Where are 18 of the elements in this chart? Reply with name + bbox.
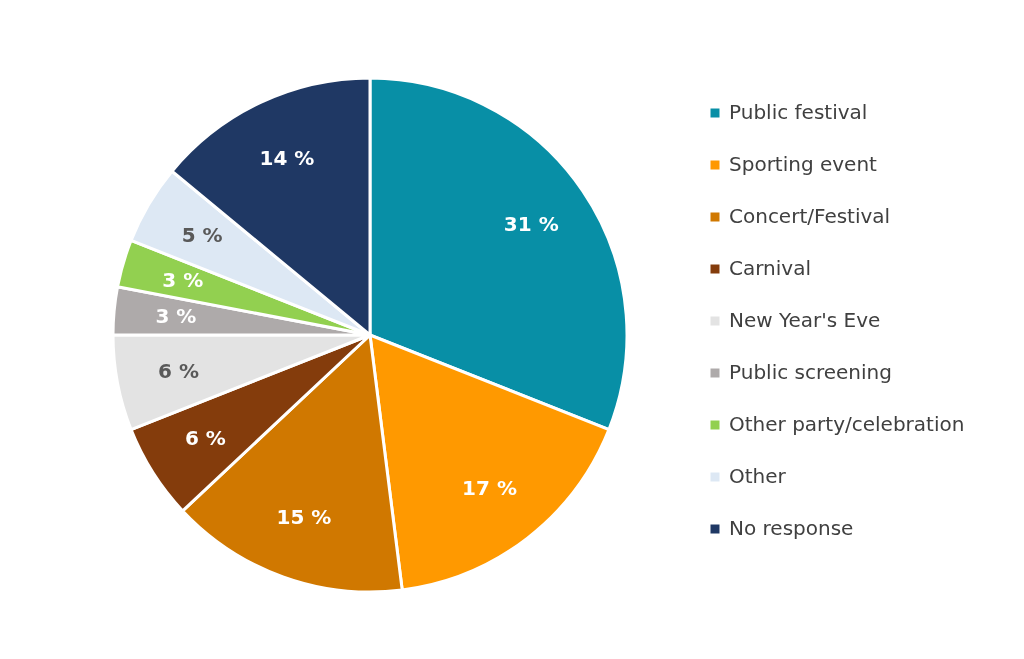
legend-label: Carnival [729, 256, 811, 280]
data-label: 3 % [162, 267, 204, 292]
data-label: 31 % [503, 212, 559, 237]
legend-label: Sporting event [729, 152, 878, 176]
data-label: 17 % [462, 476, 517, 501]
legend-label: Public festival [729, 100, 868, 124]
legend-label: New Year's Eve [729, 308, 881, 332]
legend-label: Concert/Festival [729, 204, 891, 228]
legend-label: Other party/celebration [729, 412, 965, 436]
data-label: 3 % [155, 303, 197, 328]
data-label: 15 % [276, 505, 332, 530]
data-label: 5 % [181, 222, 223, 247]
legend-label: Public screening [729, 360, 892, 384]
legend-label: Other [729, 464, 787, 488]
data-label: 14 % [259, 145, 315, 170]
data-label: 6 % [184, 426, 226, 451]
legend-label: No response [729, 516, 854, 540]
data-label: 6 % [157, 358, 199, 383]
